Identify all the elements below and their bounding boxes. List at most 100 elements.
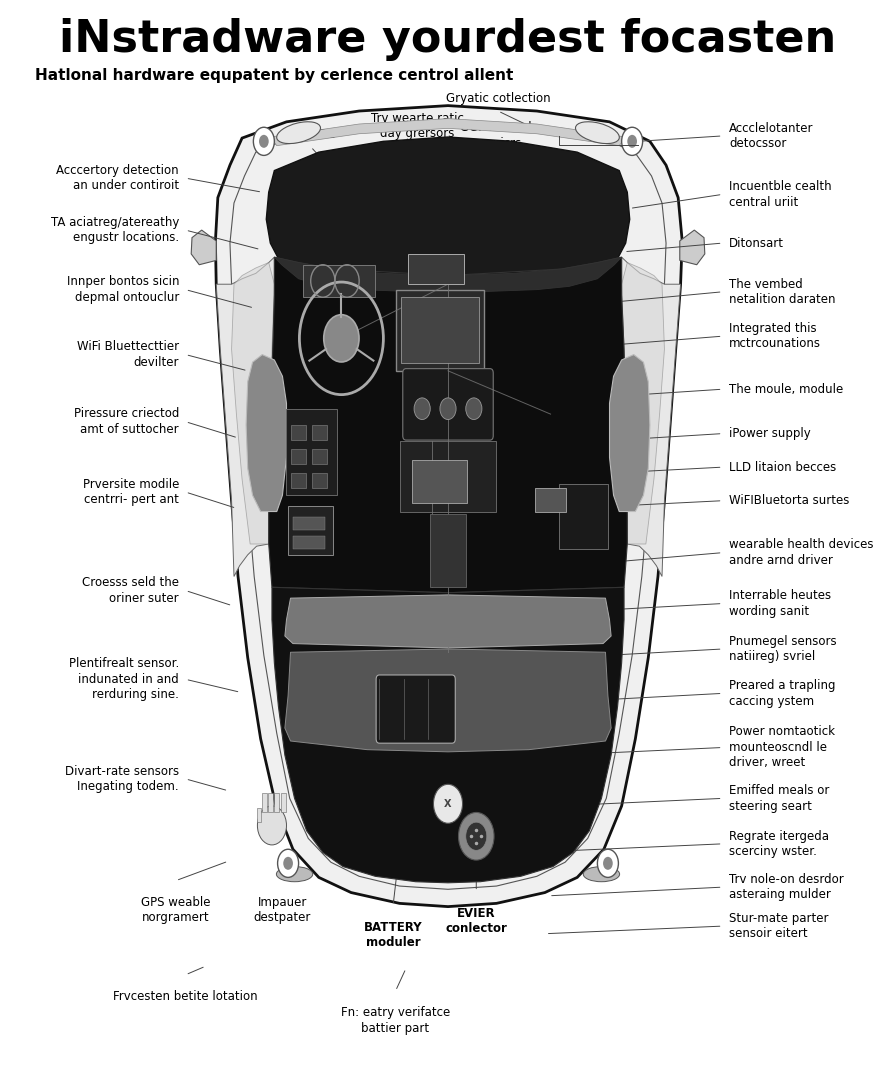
Text: The vembed
netalition daraten: The vembed netalition daraten xyxy=(729,277,836,306)
Bar xyxy=(313,472,327,487)
Text: Accclelotanter
detocssor: Accclelotanter detocssor xyxy=(729,122,814,150)
Text: Frvcesten betite lotation: Frvcesten betite lotation xyxy=(113,990,258,1003)
Polygon shape xyxy=(622,257,681,577)
Text: Impauer
destpater: Impauer destpater xyxy=(254,895,311,925)
Bar xyxy=(411,459,467,503)
Polygon shape xyxy=(269,257,627,593)
Text: Divart-rate sensors
Inegating todem.: Divart-rate sensors Inegating todem. xyxy=(65,765,179,793)
Circle shape xyxy=(459,813,494,861)
Text: LLD litaion becces: LLD litaion becces xyxy=(729,460,836,473)
Bar xyxy=(400,441,496,511)
Bar xyxy=(280,793,286,813)
Text: Acccertory detection
an under contiroit: Acccertory detection an under contiroit xyxy=(56,164,179,193)
Text: Interrable heutes
wording sanit: Interrable heutes wording sanit xyxy=(729,590,831,618)
Ellipse shape xyxy=(276,866,313,881)
Circle shape xyxy=(627,135,637,148)
Ellipse shape xyxy=(575,122,619,144)
Text: Integrated this
mctrcounations: Integrated this mctrcounations xyxy=(729,322,821,350)
Text: Incuentble cealth
central uriit: Incuentble cealth central uriit xyxy=(729,181,831,209)
Circle shape xyxy=(323,314,359,362)
Text: GPS weable
norgramert: GPS weable norgramert xyxy=(141,895,211,925)
Polygon shape xyxy=(274,257,622,293)
Text: Ditonsart: Ditonsart xyxy=(729,236,784,249)
Text: BATTERY
moduler: BATTERY moduler xyxy=(364,920,422,949)
Polygon shape xyxy=(216,257,274,577)
Bar xyxy=(430,514,466,588)
Bar xyxy=(303,264,375,297)
Polygon shape xyxy=(246,355,287,511)
Circle shape xyxy=(434,784,462,824)
Text: Prversite modile
centrri- pert ant: Prversite modile centrri- pert ant xyxy=(82,478,179,506)
Bar xyxy=(274,793,280,813)
Circle shape xyxy=(603,857,613,869)
Text: TA aciatreg/atereathy
engustr locations.: TA aciatreg/atereathy engustr locations. xyxy=(51,215,179,245)
Circle shape xyxy=(283,857,293,869)
Text: Innper bontos sicin
depmal ontouclur: Innper bontos sicin depmal ontouclur xyxy=(66,275,179,304)
Bar xyxy=(313,425,327,440)
Text: Emiffed meals or
steering seart: Emiffed meals or steering seart xyxy=(729,784,830,813)
Text: Trv wearte ratic
day grersors: Trv wearte ratic day grersors xyxy=(371,112,464,140)
Polygon shape xyxy=(215,106,682,906)
Text: Fn: eatry verifatce
battier part: Fn: eatry verifatce battier part xyxy=(340,1006,450,1035)
Text: Pnumegel sensors
natiireg) svriel: Pnumegel sensors natiireg) svriel xyxy=(729,634,837,664)
Bar xyxy=(256,808,262,823)
Polygon shape xyxy=(191,230,216,264)
Text: Hatlonal hardware equpatent by cerlence centrol allent: Hatlonal hardware equpatent by cerlence … xyxy=(35,67,513,83)
Polygon shape xyxy=(231,262,274,544)
Text: iPower supply: iPower supply xyxy=(729,428,811,440)
Polygon shape xyxy=(272,588,624,882)
Ellipse shape xyxy=(583,866,620,881)
Ellipse shape xyxy=(277,122,321,144)
Bar xyxy=(268,793,272,813)
Text: Plentifrealt sensor.
indunated in and
rerduring sine.: Plentifrealt sensor. indunated in and re… xyxy=(69,657,179,702)
Text: GSM/LTE: GSM/LTE xyxy=(286,127,336,140)
Polygon shape xyxy=(680,230,705,264)
Polygon shape xyxy=(285,595,611,648)
Circle shape xyxy=(257,806,287,845)
Text: GGP setnech
servicrs: GGP setnech servicrs xyxy=(461,122,536,150)
Text: Gryatic cotlection: Gryatic cotlection xyxy=(445,91,550,104)
Polygon shape xyxy=(285,650,611,752)
Bar xyxy=(293,536,325,549)
Bar xyxy=(293,517,325,530)
Text: wearable health devices
andre arnd driver: wearable health devices andre arnd drive… xyxy=(729,539,874,567)
Text: Stur-mate parter
sensoir eitert: Stur-mate parter sensoir eitert xyxy=(729,912,829,940)
Text: WiFIBluetorta surtes: WiFIBluetorta surtes xyxy=(729,494,849,507)
Circle shape xyxy=(440,398,456,420)
Text: iNstradware yourdest focasten: iNstradware yourdest focasten xyxy=(59,18,837,61)
Bar xyxy=(291,448,306,463)
Bar xyxy=(401,297,478,363)
Circle shape xyxy=(254,127,274,156)
Polygon shape xyxy=(609,355,650,511)
Circle shape xyxy=(278,850,298,877)
Text: Croesss seld the
oriner suter: Croesss seld the oriner suter xyxy=(82,577,179,605)
Bar xyxy=(289,506,332,555)
FancyBboxPatch shape xyxy=(376,675,455,743)
Text: Piressure criectod
amt of suttocher: Piressure criectod amt of suttocher xyxy=(73,407,179,436)
Bar xyxy=(287,409,337,495)
Circle shape xyxy=(622,127,642,156)
Bar xyxy=(291,472,306,487)
Polygon shape xyxy=(622,262,665,544)
Text: Regrate itergeda
scerciny wster.: Regrate itergeda scerciny wster. xyxy=(729,829,829,858)
Polygon shape xyxy=(271,119,625,146)
Circle shape xyxy=(598,850,618,877)
FancyBboxPatch shape xyxy=(403,369,493,440)
Text: WiFi Bluettecttier
devilter: WiFi Bluettecttier devilter xyxy=(77,341,179,369)
Text: Trv nole-on desrdor
asteraing mulder: Trv nole-on desrdor asteraing mulder xyxy=(729,873,844,901)
Polygon shape xyxy=(266,137,630,293)
Bar xyxy=(395,289,485,371)
Text: EVIER
conlector: EVIER conlector xyxy=(445,906,507,935)
Text: The moule, module: The moule, module xyxy=(729,383,843,396)
Text: X: X xyxy=(444,799,452,808)
Bar xyxy=(313,448,327,463)
Text: Power nomtaotick
mounteoscndl le
driver, wreet: Power nomtaotick mounteoscndl le driver,… xyxy=(729,726,835,769)
Text: Preared a trapling
caccing ystem: Preared a trapling caccing ystem xyxy=(729,679,836,707)
Circle shape xyxy=(466,823,487,851)
Bar xyxy=(408,254,464,284)
Bar xyxy=(535,487,566,511)
Bar xyxy=(559,484,607,549)
Bar xyxy=(291,425,306,440)
Circle shape xyxy=(259,135,269,148)
Circle shape xyxy=(466,398,482,420)
